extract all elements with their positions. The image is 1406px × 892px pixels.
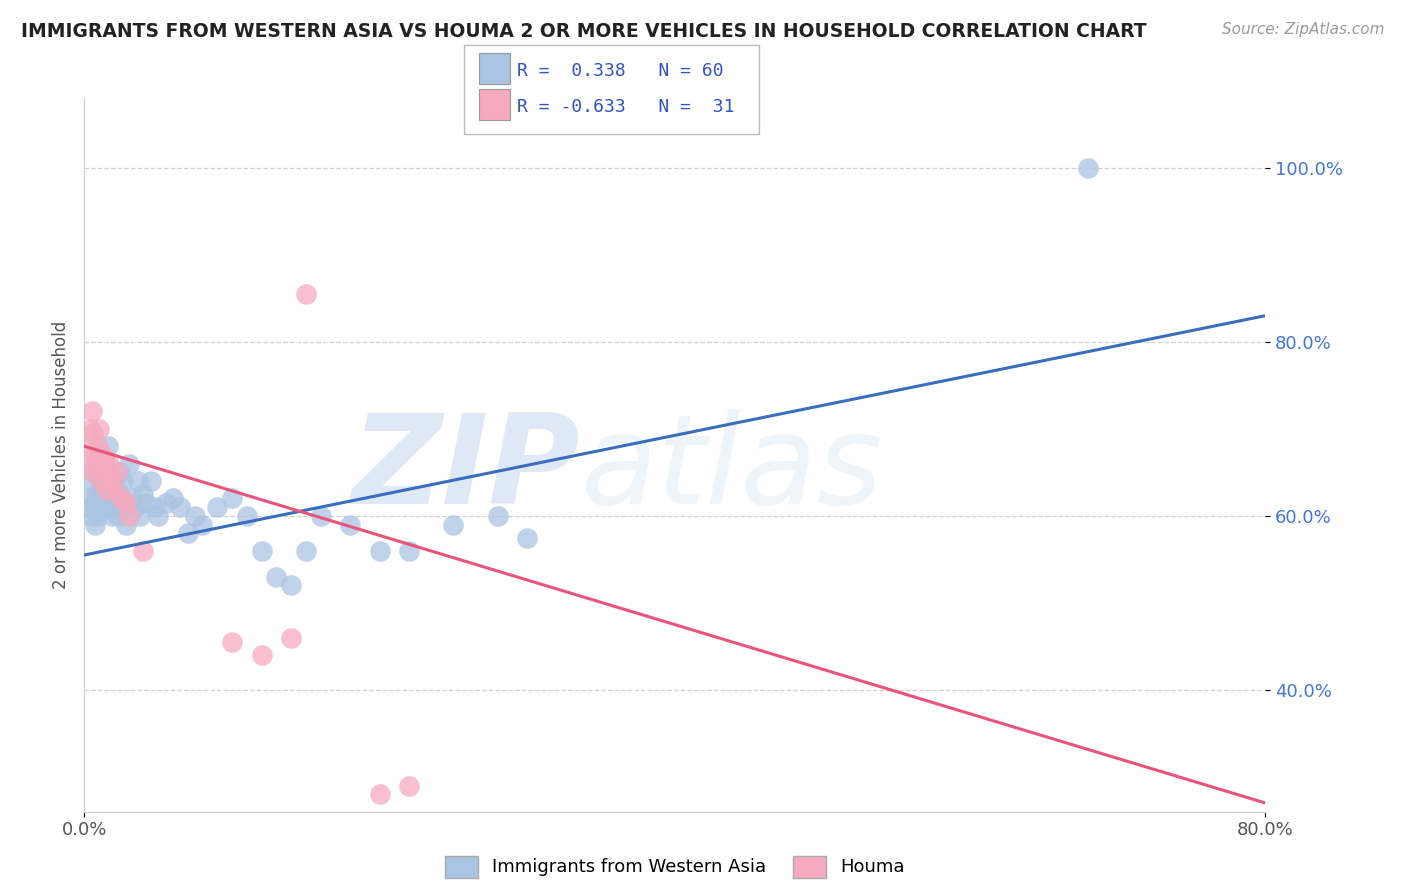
Point: [83, 448, 105, 462]
Point: [280, 578, 302, 592]
Point: [184, 508, 207, 523]
Point: [112, 500, 135, 515]
Point: [110, 491, 132, 506]
Point: [235, 508, 259, 523]
Point: [107, 508, 129, 523]
Text: ZIP: ZIP: [352, 409, 581, 530]
Point: [250, 543, 273, 558]
Point: [121, 491, 143, 506]
Point: [79, 422, 101, 436]
Point: [80, 508, 103, 523]
Point: [84, 457, 107, 471]
Point: [177, 526, 200, 541]
Text: R =  0.338   N = 60: R = 0.338 N = 60: [517, 62, 724, 79]
Point: [250, 648, 273, 662]
Point: [191, 517, 214, 532]
Point: [94, 452, 117, 467]
Point: [169, 500, 191, 515]
Point: [96, 466, 118, 480]
Point: [295, 543, 318, 558]
Point: [132, 487, 155, 501]
Point: [114, 496, 136, 510]
Point: [339, 517, 361, 532]
Point: [94, 483, 117, 497]
Point: [368, 543, 391, 558]
Point: [441, 517, 464, 532]
Point: [98, 457, 121, 471]
Point: [124, 500, 146, 515]
Point: [90, 491, 112, 506]
Point: [87, 466, 111, 480]
Y-axis label: 2 or more Vehicles in Household: 2 or more Vehicles in Household: [52, 321, 70, 589]
Point: [111, 474, 134, 488]
Point: [86, 439, 108, 453]
Point: [103, 474, 125, 488]
Point: [87, 448, 111, 462]
Point: [398, 779, 420, 793]
Point: [1077, 161, 1099, 175]
Point: [84, 487, 107, 501]
Point: [82, 466, 104, 480]
Point: [110, 491, 132, 506]
Point: [309, 508, 332, 523]
Point: [516, 531, 538, 545]
Point: [87, 422, 111, 436]
Point: [98, 500, 121, 515]
Point: [82, 426, 104, 441]
Point: [82, 466, 104, 480]
Point: [295, 287, 318, 301]
Point: [83, 496, 105, 510]
Point: [80, 404, 103, 418]
Legend: Immigrants from Western Asia, Houma: Immigrants from Western Asia, Houma: [437, 848, 912, 885]
Point: [398, 543, 420, 558]
Point: [83, 517, 105, 532]
Point: [129, 508, 152, 523]
Point: [105, 466, 128, 480]
Text: atlas: atlas: [581, 409, 883, 530]
Text: Source: ZipAtlas.com: Source: ZipAtlas.com: [1222, 22, 1385, 37]
Point: [77, 491, 100, 506]
Point: [93, 500, 115, 515]
Point: [100, 474, 122, 488]
Point: [368, 787, 391, 801]
Point: [105, 483, 128, 497]
Point: [79, 500, 101, 515]
Point: [93, 469, 115, 483]
Point: [162, 491, 184, 506]
Point: [91, 474, 114, 488]
Point: [155, 496, 177, 510]
Point: [97, 466, 120, 480]
Point: [80, 457, 103, 471]
Point: [108, 466, 131, 480]
Point: [118, 508, 141, 523]
Point: [103, 483, 125, 497]
Point: [96, 483, 118, 497]
Point: [221, 491, 243, 506]
Point: [114, 517, 136, 532]
Point: [148, 508, 170, 523]
Text: R = -0.633   N =  31: R = -0.633 N = 31: [517, 98, 735, 116]
Point: [135, 496, 157, 510]
Point: [221, 635, 243, 649]
Point: [264, 570, 288, 584]
Point: [77, 439, 100, 453]
Point: [104, 496, 127, 510]
Point: [101, 508, 124, 523]
Point: [80, 474, 103, 488]
Point: [87, 457, 111, 471]
Point: [90, 474, 112, 488]
Text: IMMIGRANTS FROM WESTERN ASIA VS HOUMA 2 OR MORE VEHICLES IN HOUSEHOLD CORRELATIO: IMMIGRANTS FROM WESTERN ASIA VS HOUMA 2 …: [21, 22, 1147, 41]
Point: [86, 508, 108, 523]
Point: [97, 439, 120, 453]
Point: [91, 448, 114, 462]
Point: [132, 543, 155, 558]
Point: [143, 500, 166, 515]
Point: [100, 491, 122, 506]
Point: [118, 457, 141, 471]
Point: [486, 508, 509, 523]
Point: [127, 474, 149, 488]
Point: [280, 631, 302, 645]
Point: [205, 500, 228, 515]
Point: [139, 474, 162, 488]
